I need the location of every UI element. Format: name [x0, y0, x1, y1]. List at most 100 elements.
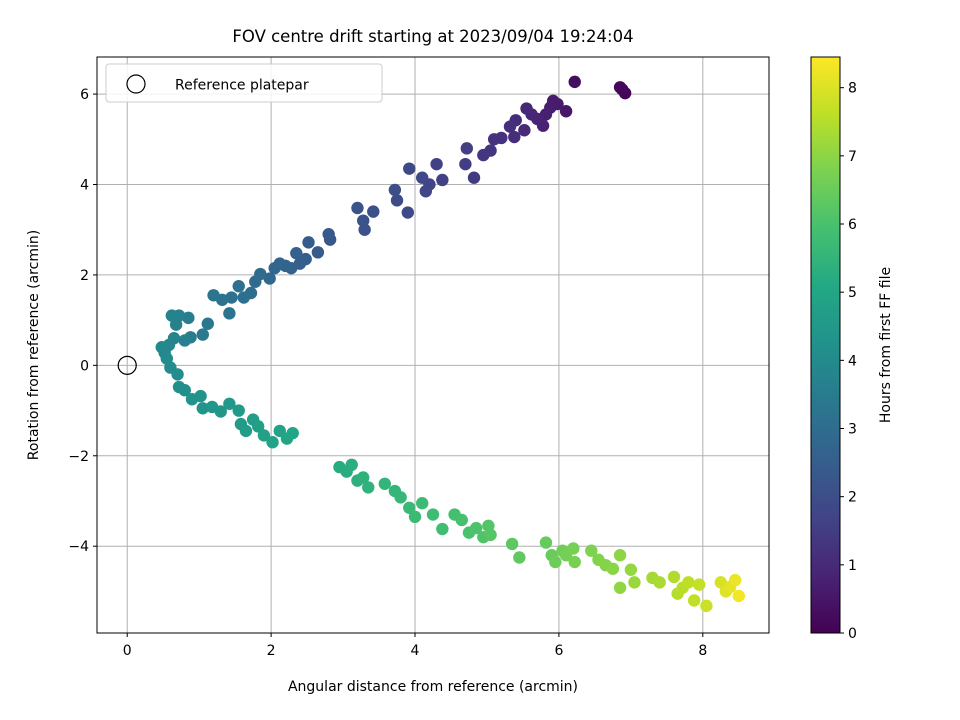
data-point — [430, 157, 443, 171]
colorbar-label: Hours from first FF file — [878, 267, 894, 423]
x-tick-label: 8 — [698, 643, 707, 659]
data-point — [214, 405, 227, 418]
data-point — [155, 341, 168, 354]
data-point — [362, 481, 375, 494]
data-point — [223, 397, 236, 410]
data-point — [351, 201, 364, 215]
data-point — [628, 576, 641, 589]
y-tick-label: 6 — [80, 87, 89, 103]
data-point — [182, 311, 195, 325]
data-point — [487, 133, 501, 146]
data-point — [223, 307, 236, 320]
y-tick-label: 0 — [80, 358, 89, 374]
data-point — [559, 105, 573, 118]
data-point — [165, 309, 179, 322]
data-point — [401, 206, 415, 219]
data-point — [390, 194, 404, 207]
data-point — [568, 555, 581, 569]
data-point — [394, 491, 407, 504]
data-point — [606, 562, 620, 575]
data-point — [700, 599, 713, 613]
y-tick-label: 2 — [80, 268, 89, 284]
data-point — [687, 594, 701, 607]
data-point — [403, 162, 416, 175]
legend: Reference platepar — [105, 63, 383, 103]
data-point — [266, 436, 279, 449]
data-point — [416, 171, 429, 184]
y-axis-label: Rotation from reference (arcmin) — [26, 230, 42, 460]
data-point — [732, 589, 745, 603]
data-point — [290, 247, 303, 260]
data-point — [416, 497, 429, 510]
data-point — [549, 555, 562, 569]
data-point — [682, 576, 695, 589]
data-point — [436, 522, 449, 536]
data-point — [455, 513, 468, 527]
data-point — [613, 81, 627, 94]
data-point — [201, 317, 215, 330]
data-point — [357, 214, 370, 227]
data-point — [171, 368, 184, 381]
data-point — [613, 581, 627, 594]
x-tick-label: 4 — [411, 643, 420, 659]
colorbar-tick-label: 6 — [848, 217, 857, 233]
data-point — [714, 576, 727, 589]
data-point — [232, 280, 245, 293]
x-axis-ticks: 0 2 4 6 8 — [123, 633, 707, 659]
data-point — [585, 544, 598, 557]
data-point — [624, 563, 638, 576]
data-point — [196, 328, 209, 341]
data-point — [467, 171, 481, 184]
legend-reference-marker — [126, 74, 146, 94]
data-point — [419, 185, 433, 198]
x-tick-label: 0 — [123, 643, 132, 659]
data-points — [155, 75, 745, 613]
data-point — [357, 471, 370, 484]
plot-area — [97, 57, 769, 633]
y-tick-label: −4 — [68, 539, 89, 555]
data-point — [484, 528, 497, 542]
data-point — [345, 458, 358, 472]
data-point — [508, 130, 521, 144]
data-point — [302, 236, 315, 249]
y-tick-label: −2 — [68, 449, 89, 465]
colorbar-tick-label: 8 — [848, 81, 857, 97]
data-point — [567, 542, 580, 555]
data-point — [539, 536, 553, 549]
colorbar-tick-label: 4 — [848, 353, 857, 369]
y-axis-ticks: −4 −2 0 2 4 6 — [68, 87, 97, 555]
data-point — [459, 157, 472, 171]
data-point — [403, 501, 416, 514]
data-point — [367, 205, 380, 218]
data-point — [503, 120, 517, 133]
colorbar-ticks: 0 1 2 3 4 5 6 7 8 — [840, 81, 857, 642]
legend-entry-label: Reference platepar — [175, 78, 309, 94]
reference-platepar-marker — [117, 355, 137, 375]
data-point — [378, 477, 391, 491]
data-point — [460, 142, 474, 155]
data-point — [513, 551, 526, 564]
data-point — [232, 404, 245, 417]
data-point — [477, 148, 490, 162]
x-tick-label: 6 — [554, 643, 563, 659]
data-point — [251, 420, 265, 433]
colorbar-tick-label: 3 — [848, 422, 857, 438]
data-point — [178, 334, 191, 347]
data-point — [257, 429, 271, 442]
data-point — [436, 173, 449, 187]
data-point — [520, 102, 533, 115]
data-point — [239, 424, 253, 438]
data-point — [693, 578, 706, 591]
data-point — [505, 537, 519, 551]
data-point — [286, 426, 299, 440]
colorbar-tick-label: 2 — [848, 490, 857, 506]
data-point — [322, 228, 335, 241]
data-point — [249, 275, 262, 288]
data-point — [518, 124, 531, 137]
colorbar-tick-label: 0 — [848, 626, 857, 642]
data-point — [178, 384, 191, 397]
x-tick-label: 2 — [267, 643, 276, 659]
data-point — [263, 272, 276, 285]
data-point — [728, 573, 742, 587]
x-axis-label: Angular distance from reference (arcmin) — [288, 679, 578, 695]
